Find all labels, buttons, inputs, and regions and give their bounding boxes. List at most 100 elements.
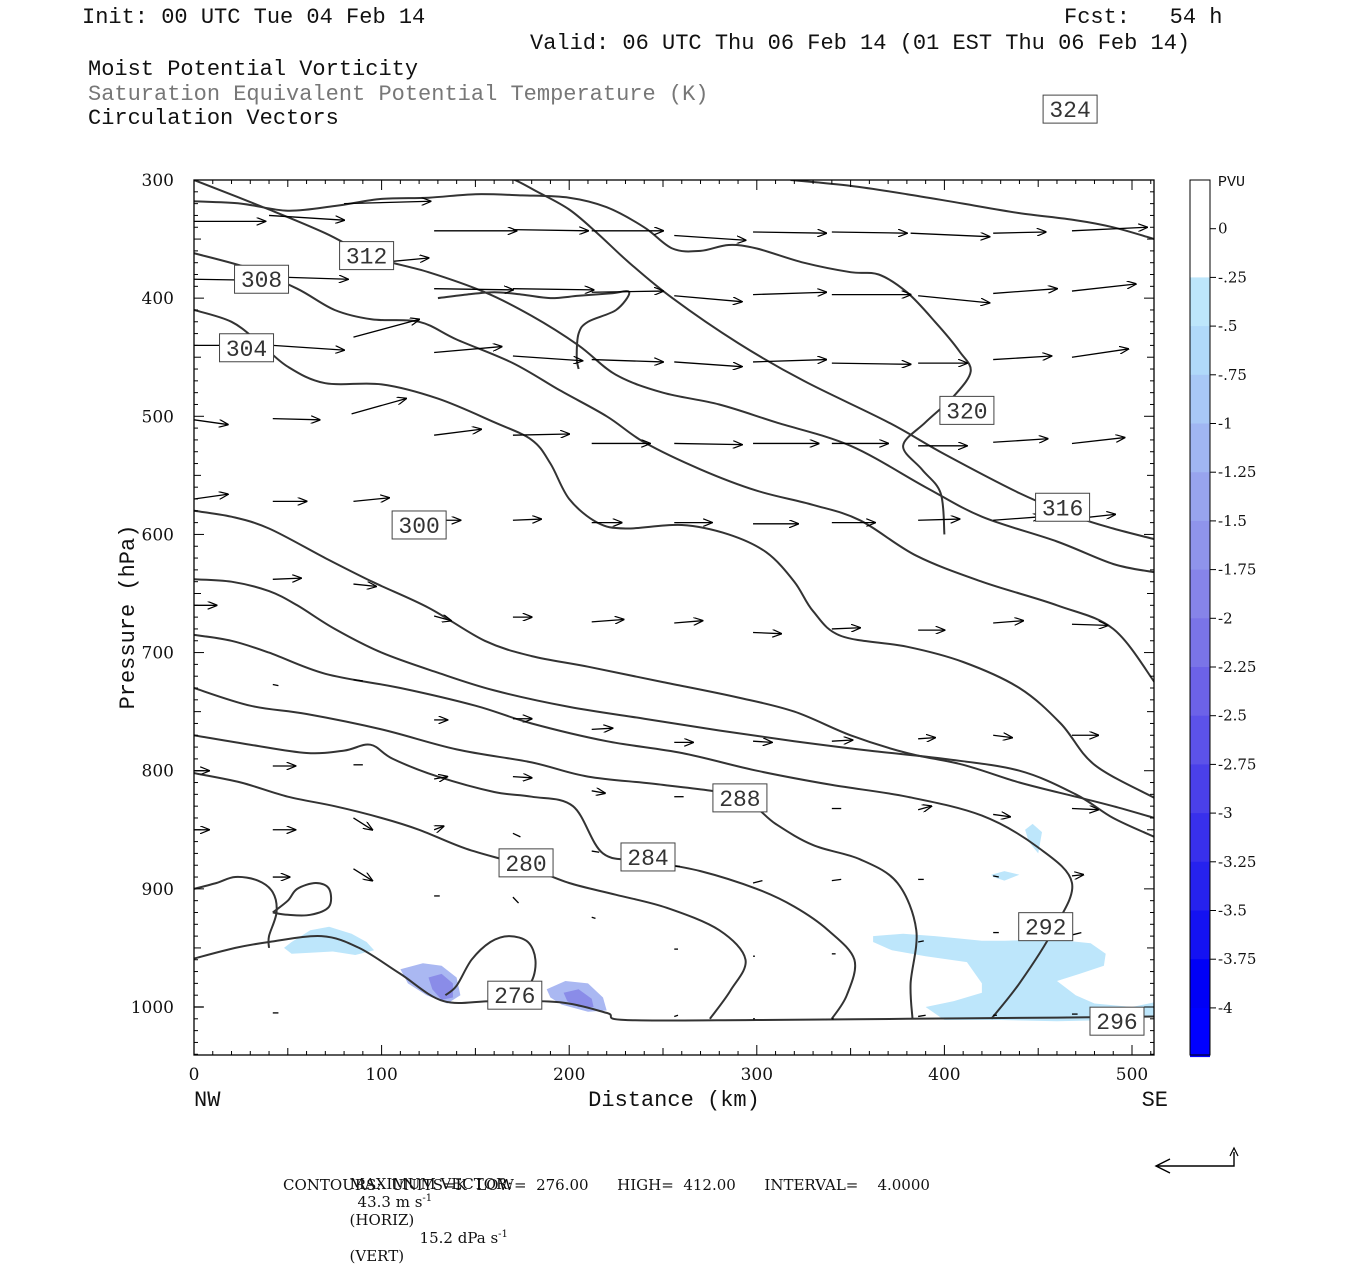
contour-label-text: 280 <box>505 852 546 878</box>
vector-29 <box>512 355 582 361</box>
colorbar-label: -1 <box>1218 415 1233 433</box>
contour-label-308: 308 <box>234 264 290 294</box>
contour-label-text: 324 <box>1049 98 1090 124</box>
vector-5 <box>512 230 588 231</box>
ytick-label-900: 900 <box>142 880 174 900</box>
vector-59 <box>993 517 1042 521</box>
contour-label-288: 288 <box>712 783 768 813</box>
vector-118 <box>1071 931 1082 936</box>
vector-58 <box>918 519 959 520</box>
vector-49 <box>194 494 228 500</box>
vector-71 <box>993 621 1023 623</box>
contour-label-box <box>712 783 768 813</box>
pv-region-6 <box>873 933 1154 1022</box>
contour-label-box <box>487 980 543 1010</box>
colorbar-label: -1.75 <box>1218 561 1256 579</box>
vector-37 <box>194 419 228 425</box>
contour-280 <box>194 772 747 1020</box>
vector-87 <box>434 777 447 779</box>
vector-66 <box>591 619 624 621</box>
init-time: Init: 00 UTC Tue 04 Feb 14 <box>82 5 426 30</box>
contour-label-312: 312 <box>339 241 395 271</box>
vector-24 <box>1071 284 1136 292</box>
endpoint-left: NW <box>194 1088 221 1113</box>
contour-label-text: 308 <box>241 268 282 294</box>
endpoint-right: SE <box>1142 1088 1168 1113</box>
contour-320 <box>194 193 972 535</box>
contour-300 <box>194 509 1154 819</box>
contour-label-box <box>1089 1006 1145 1036</box>
vector-109 <box>353 868 372 881</box>
vector-112 <box>591 916 596 920</box>
axes: 300 400 500 600 700 800 900 1000 0 100 200 300 400 50… <box>116 171 1168 1113</box>
ytick-label-500: 500 <box>142 407 174 427</box>
vector-81 <box>918 738 935 739</box>
colorbar-label: -3.75 <box>1218 950 1256 968</box>
contour-info: CONTOURS: UNITS=K LOW= 276.00 HIGH= 412.… <box>283 1176 930 1194</box>
contour-308 <box>194 252 1154 683</box>
contour-labels: 276 280 284 288 292 296 300 304 308 312 316 320 324 <box>219 94 1145 1036</box>
contour-label-box <box>219 333 275 363</box>
xtick-label-100: 100 <box>365 1065 397 1085</box>
contour-label-280: 280 <box>498 848 554 878</box>
vector-43 <box>674 443 742 444</box>
vector-18 <box>591 291 663 292</box>
contour-label-text: 320 <box>946 399 987 425</box>
colorbar-cell-4 <box>1190 326 1210 376</box>
vector-36 <box>1071 349 1128 358</box>
vector-19 <box>674 295 742 302</box>
contour-label-box <box>339 241 395 271</box>
colorbar-cell-15 <box>1190 861 1210 911</box>
contour-label-text: 316 <box>1042 496 1083 522</box>
x-axis-title: Distance (km) <box>588 1088 760 1113</box>
contour-label-box <box>234 264 290 294</box>
vector-22 <box>918 295 989 303</box>
vector-73 <box>272 683 279 687</box>
forecast-hour: Fcst: 54 h <box>1064 5 1223 30</box>
colorbar-label: -3.5 <box>1218 902 1247 920</box>
vector-74 <box>353 679 363 682</box>
vector-17 <box>512 289 594 290</box>
reference-vector-icon <box>1154 1146 1239 1174</box>
contour-label-320: 320 <box>939 395 995 425</box>
horiz-tag: (HORIZ) <box>349 1211 415 1229</box>
colorbar-cell-11 <box>1190 667 1210 717</box>
colorbar-label: -1.25 <box>1218 463 1256 481</box>
vector-26 <box>272 344 344 350</box>
contour-label-box <box>1035 492 1091 522</box>
colorbar-label: 0 <box>1218 220 1228 238</box>
contour-label-box <box>939 395 995 425</box>
ytick-label-700: 700 <box>142 644 174 664</box>
contour-cell-1 <box>437 290 631 370</box>
vert-tag: (VERT) <box>349 1247 405 1265</box>
contour-324 <box>790 180 1154 240</box>
colorbar-label: -.5 <box>1218 317 1237 335</box>
vector-124 <box>918 1014 926 1018</box>
xtick-label-500: 500 <box>1116 1065 1148 1085</box>
contour-label-304: 304 <box>219 333 275 363</box>
contour-label-text: 300 <box>398 514 439 540</box>
contour-label-292: 292 <box>1018 912 1074 942</box>
xtick-label-0: 0 <box>189 1065 200 1085</box>
colorbar-label: -.75 <box>1218 366 1247 384</box>
ytick-label-400: 400 <box>142 289 174 309</box>
vector-111 <box>512 896 520 904</box>
vector-121 <box>674 1014 679 1018</box>
colorbar-cell-13 <box>1190 764 1210 814</box>
vector-39 <box>351 399 406 415</box>
vector-47 <box>993 439 1047 443</box>
vector-107 <box>1071 875 1083 876</box>
pv-shading <box>284 823 1154 1022</box>
vector-100 <box>512 832 521 838</box>
vector-48 <box>1071 438 1125 445</box>
colorbar-label: -4 <box>1218 999 1233 1017</box>
contour-label-276: 276 <box>487 980 543 1010</box>
vector-67 <box>674 621 702 623</box>
vector-30 <box>591 360 663 362</box>
vector-7 <box>674 234 745 241</box>
vector-35 <box>993 356 1051 360</box>
vector-27 <box>353 319 419 338</box>
vector-69 <box>831 628 860 629</box>
field-title-pv: Moist Potential Vorticity <box>88 57 419 82</box>
vector-63 <box>353 584 376 586</box>
